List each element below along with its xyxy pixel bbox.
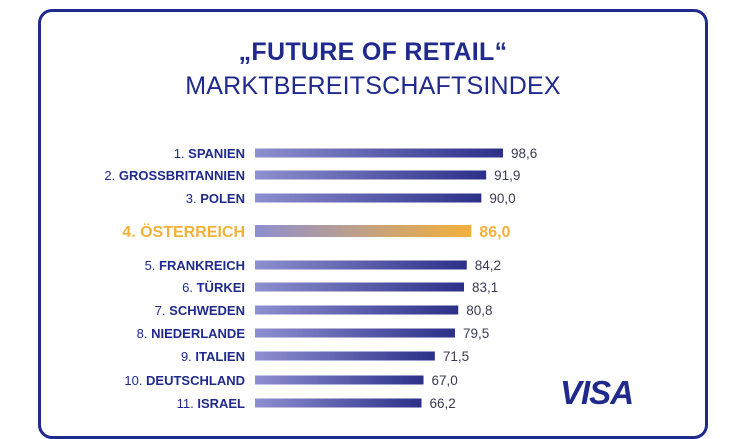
value-label: 91,9 [494,168,520,183]
rank-number: 8. [137,326,151,341]
bar-frankreich [255,260,467,270]
value-label: 80,8 [466,303,492,318]
value-label: 83,1 [472,280,498,295]
bar-israel [255,398,422,408]
category-label: 5. FRANKREICH [145,258,245,273]
rank-number: 4. [122,224,140,241]
bar-deutschland [255,375,424,385]
country-name: SPANIEN [188,146,245,161]
rank-number: 1. [174,146,188,161]
country-name: ÖSTERREICH [140,222,245,241]
bar-grossbritannien [255,170,487,180]
value-label: 86,0 [479,224,510,241]
bar-chart: 1. SPANIEN 98,6 2. GROSSBRITANNIEN 91,9 3. P… [104,146,537,411]
country-name: POLEN [200,191,245,206]
value-label: 90,0 [489,191,515,206]
category-label: 9. ITALIEN [181,349,245,364]
bar-spanien [255,148,503,158]
bar-polen [255,193,482,203]
bar-italien [255,351,435,361]
bar-türkei [255,282,465,292]
bar-schweden [255,305,459,315]
chart-title: „FUTURE OF RETAIL“ [238,38,508,66]
value-label: 71,5 [443,349,469,364]
category-label: 1. SPANIEN [174,146,245,161]
rank-number: 10. [124,373,146,388]
chart-subtitle: MARKTBEREITSCHAFTSINDEX [185,72,561,100]
value-label: 66,2 [430,396,456,411]
category-label: 6. TÜRKEI [182,280,245,295]
category-label: 4. ÖSTERREICH [122,222,245,241]
category-label: 7. SCHWEDEN [155,303,245,318]
value-label: 98,6 [511,146,537,161]
country-name: FRANKREICH [159,258,245,273]
country-name: GROSSBRITANNIEN [119,168,245,183]
rank-number: 6. [182,280,196,295]
bar-niederlande [255,328,455,338]
country-name: TÜRKEI [197,280,245,295]
country-name: NIEDERLANDE [151,326,245,341]
value-label: 79,5 [463,326,489,341]
rank-number: 7. [155,303,169,318]
category-label: 8. NIEDERLANDE [137,326,246,341]
rank-number: 11. [177,396,198,411]
category-label: 2. GROSSBRITANNIEN [104,168,245,183]
rank-number: 9. [181,349,195,364]
country-name: SCHWEDEN [169,303,245,318]
rank-number: 3. [186,191,200,206]
country-name: ISRAEL [197,396,245,411]
country-name: DEUTSCHLAND [146,373,245,388]
rank-number: 2. [104,168,118,183]
visa-logo: VISA [560,374,634,411]
category-label: 10. DEUTSCHLAND [124,373,245,388]
bar-österreich [255,225,472,237]
value-label: 67,0 [432,373,458,388]
country-name: ITALIEN [195,349,245,364]
value-label: 84,2 [475,258,501,273]
category-label: 3. POLEN [186,191,245,206]
category-label: 11. ISRAEL [177,396,245,411]
rank-number: 5. [145,258,159,273]
